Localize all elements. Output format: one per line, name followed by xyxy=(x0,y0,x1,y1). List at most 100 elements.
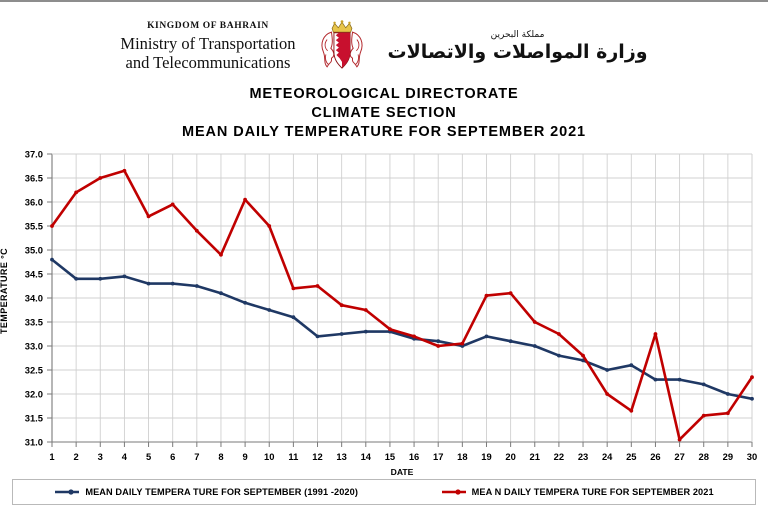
header-english-block: KINGDOM OF BAHRAIN Ministry of Transport… xyxy=(120,21,295,73)
x-axis-tick-label: 30 xyxy=(747,451,757,462)
data-point xyxy=(291,286,296,291)
data-point xyxy=(508,339,513,344)
data-point xyxy=(74,277,79,282)
legend-label-normal: MEAN DAILY TEMPERA TURE FOR SEPTEMBER (1… xyxy=(85,487,358,497)
x-axis-tick-label: 12 xyxy=(312,451,322,462)
legend-item-normal[interactable]: MEAN DAILY TEMPERA TURE FOR SEPTEMBER (1… xyxy=(54,487,358,497)
data-point xyxy=(315,284,320,289)
data-point xyxy=(436,344,441,349)
data-point xyxy=(50,258,54,262)
data-point xyxy=(50,224,54,229)
data-point xyxy=(532,344,537,349)
ministry-name-line2: and Telecommunications xyxy=(125,53,291,73)
data-point xyxy=(219,291,223,296)
x-axis-tick-label: 9 xyxy=(242,451,247,462)
data-point xyxy=(146,214,151,219)
x-axis-tick-label: 11 xyxy=(288,451,298,462)
kingdom-label: KINGDOM OF BAHRAIN xyxy=(147,21,269,32)
data-point xyxy=(219,253,223,258)
data-point xyxy=(339,332,344,337)
x-axis-tick-label: 25 xyxy=(626,451,636,462)
data-point xyxy=(605,392,610,397)
legend-swatch-2021-icon xyxy=(441,489,466,495)
data-point xyxy=(339,303,344,308)
x-axis-tick-label: 29 xyxy=(723,451,733,462)
data-point xyxy=(629,363,634,368)
x-axis-tick-label: 3 xyxy=(98,451,103,462)
title-line-subject: MEAN DAILY TEMPERATURE FOR SEPTEMBER 202… xyxy=(181,124,587,141)
legend-swatch-normal-icon xyxy=(55,489,80,495)
x-axis-tick-label: 6 xyxy=(170,451,175,462)
data-point xyxy=(388,327,392,332)
data-point xyxy=(267,224,272,229)
x-axis-tick-label: 23 xyxy=(578,451,588,462)
title-line-directorate: METEOROLOGICAL DIRECTORATE xyxy=(249,86,519,102)
data-point xyxy=(557,354,561,358)
data-point xyxy=(243,198,248,202)
temperature-line-chart: 31.0 31.5 32.0 32.5 33.0 33.5 34.0 34.5 35.0 35.5… xyxy=(25,149,757,477)
x-axis-tick-label: 17 xyxy=(433,451,443,462)
x-axis-tick-label: 13 xyxy=(336,451,346,462)
data-point xyxy=(484,334,489,339)
x-axis-tick-label: 5 xyxy=(146,451,151,462)
x-axis-tick-label: 15 xyxy=(385,451,395,462)
data-point xyxy=(701,382,706,387)
title-line-section: CLIMATE SECTION xyxy=(311,105,457,122)
data-point xyxy=(750,397,754,402)
legend-label-2021: MEA N DAILY TEMPERA TURE FOR SEPTEMBER 2… xyxy=(471,487,714,497)
data-point xyxy=(581,354,585,358)
chart-title-block: METEOROLOGICAL DIRECTORATE CLIMATE SECTI… xyxy=(0,85,768,142)
y-axis-tick-label: 32.0 xyxy=(25,389,43,400)
data-point xyxy=(98,176,103,181)
data-point xyxy=(436,339,441,344)
x-axis-tick-label: 21 xyxy=(530,451,540,462)
y-axis-tick-label: 33.5 xyxy=(25,317,43,328)
y-axis-tick-label: 31.0 xyxy=(25,437,43,448)
data-point xyxy=(725,411,730,416)
y-axis-tick-label: 37.0 xyxy=(25,149,43,160)
x-axis-tick-label: 19 xyxy=(481,451,491,462)
data-point xyxy=(170,282,175,286)
x-axis-title: DATE xyxy=(391,467,414,476)
x-axis-tick-label: 18 xyxy=(457,451,467,462)
data-point xyxy=(146,282,151,286)
data-point xyxy=(267,308,272,313)
x-axis-tick-label: 24 xyxy=(602,451,613,462)
data-point xyxy=(750,375,754,380)
y-axis-tick-label: 35.5 xyxy=(25,221,43,232)
data-point xyxy=(653,378,658,382)
x-axis-tick-label: 22 xyxy=(554,451,564,462)
data-point xyxy=(194,284,199,289)
data-point xyxy=(557,332,561,337)
x-axis-tick-label: 2 xyxy=(74,451,79,462)
data-point xyxy=(194,229,199,234)
data-point xyxy=(315,334,320,339)
data-point xyxy=(484,294,489,298)
series-line-normal xyxy=(50,258,754,401)
data-point xyxy=(460,342,465,346)
data-point xyxy=(701,414,706,418)
y-axis-tick-label: 34.0 xyxy=(25,293,43,304)
data-point xyxy=(291,315,296,320)
x-axis-tick-label: 4 xyxy=(122,451,128,462)
y-axis-tick-label: 31.5 xyxy=(25,413,43,424)
chart-legend: MEAN DAILY TEMPERA TURE FOR SEPTEMBER (1… xyxy=(12,479,756,505)
legend-item-2021[interactable]: MEA N DAILY TEMPERA TURE FOR SEPTEMBER 2… xyxy=(441,487,714,497)
data-point xyxy=(122,274,127,279)
x-axis-tick-label: 16 xyxy=(409,451,419,462)
y-axis-tick-label: 34.5 xyxy=(25,269,43,280)
data-point xyxy=(122,169,127,174)
ministry-header: KINGDOM OF BAHRAIN Ministry of Transport… xyxy=(0,2,768,78)
chart-area: TEMPERATURE °C 31.0 31.5 32.0 32.5 33.0 33.5 3… xyxy=(0,146,768,477)
y-axis-tick-label: 33.0 xyxy=(25,341,43,352)
data-point xyxy=(243,301,248,306)
series-line-2021 xyxy=(50,169,754,442)
data-point xyxy=(725,392,730,397)
data-point xyxy=(98,277,103,282)
y-axis-tick-label: 36.5 xyxy=(25,173,43,184)
data-point xyxy=(605,368,610,373)
data-point xyxy=(363,308,368,313)
y-axis-tick-label: 36.0 xyxy=(25,197,43,208)
arabic-kingdom-label: مملكة البحرين xyxy=(490,30,545,41)
